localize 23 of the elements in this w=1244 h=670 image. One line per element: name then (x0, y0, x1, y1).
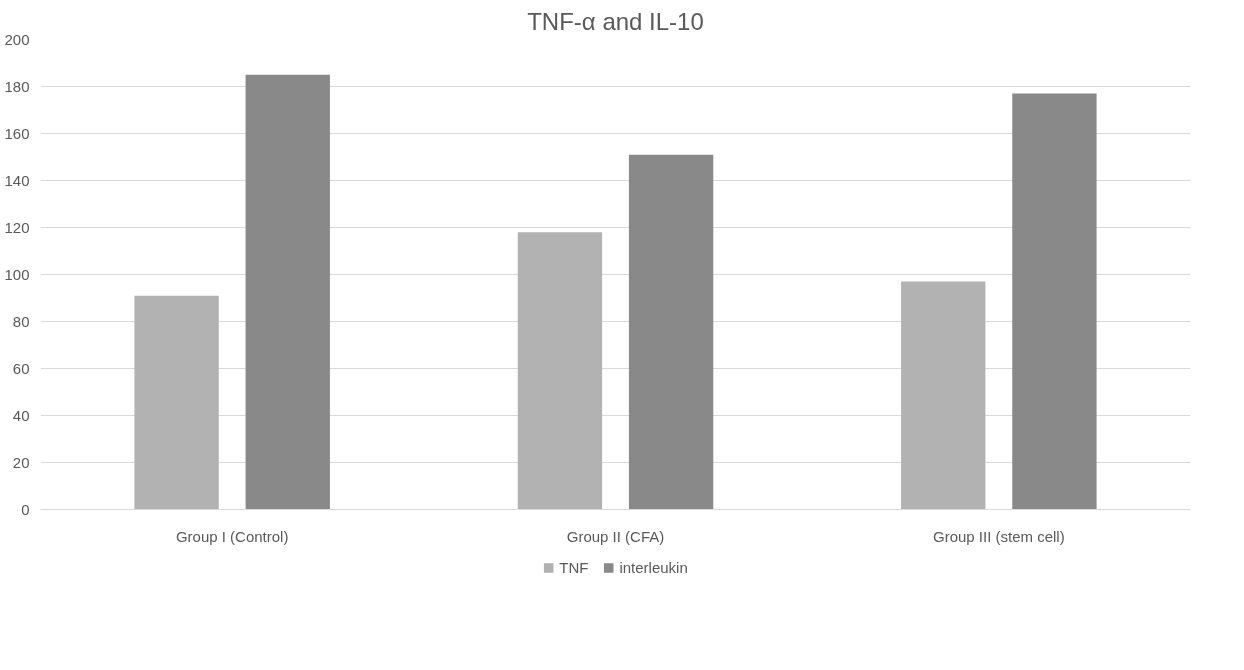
y-tick-label: 200 (4, 30, 30, 48)
bar (1012, 93, 1097, 510)
legend-label: TNF (559, 558, 589, 576)
bar (134, 295, 219, 510)
y-tick-label: 0 (21, 500, 30, 518)
y-tick-label: 140 (4, 171, 30, 189)
bar (628, 154, 714, 510)
chart-title: TNF-α and IL-10 (527, 7, 704, 35)
y-tick-label: 60 (12, 359, 30, 377)
x-tick-label: Group II (CFA) (566, 527, 665, 545)
y-tick-label: 80 (12, 312, 30, 330)
y-tick-label: 40 (12, 406, 30, 424)
y-tick-label: 100 (4, 265, 30, 283)
y-tick-label: 120 (4, 218, 30, 236)
bar (245, 74, 330, 510)
bar (517, 232, 603, 510)
legend-label: interleukin (619, 558, 688, 576)
y-tick-label: 180 (4, 77, 30, 95)
x-tick-label: Group III (stem cell) (932, 527, 1065, 545)
bar (901, 281, 986, 510)
x-tick-label: Group I (Control) (175, 527, 289, 545)
y-tick-label: 160 (4, 124, 30, 142)
y-tick-label: 20 (12, 453, 30, 471)
